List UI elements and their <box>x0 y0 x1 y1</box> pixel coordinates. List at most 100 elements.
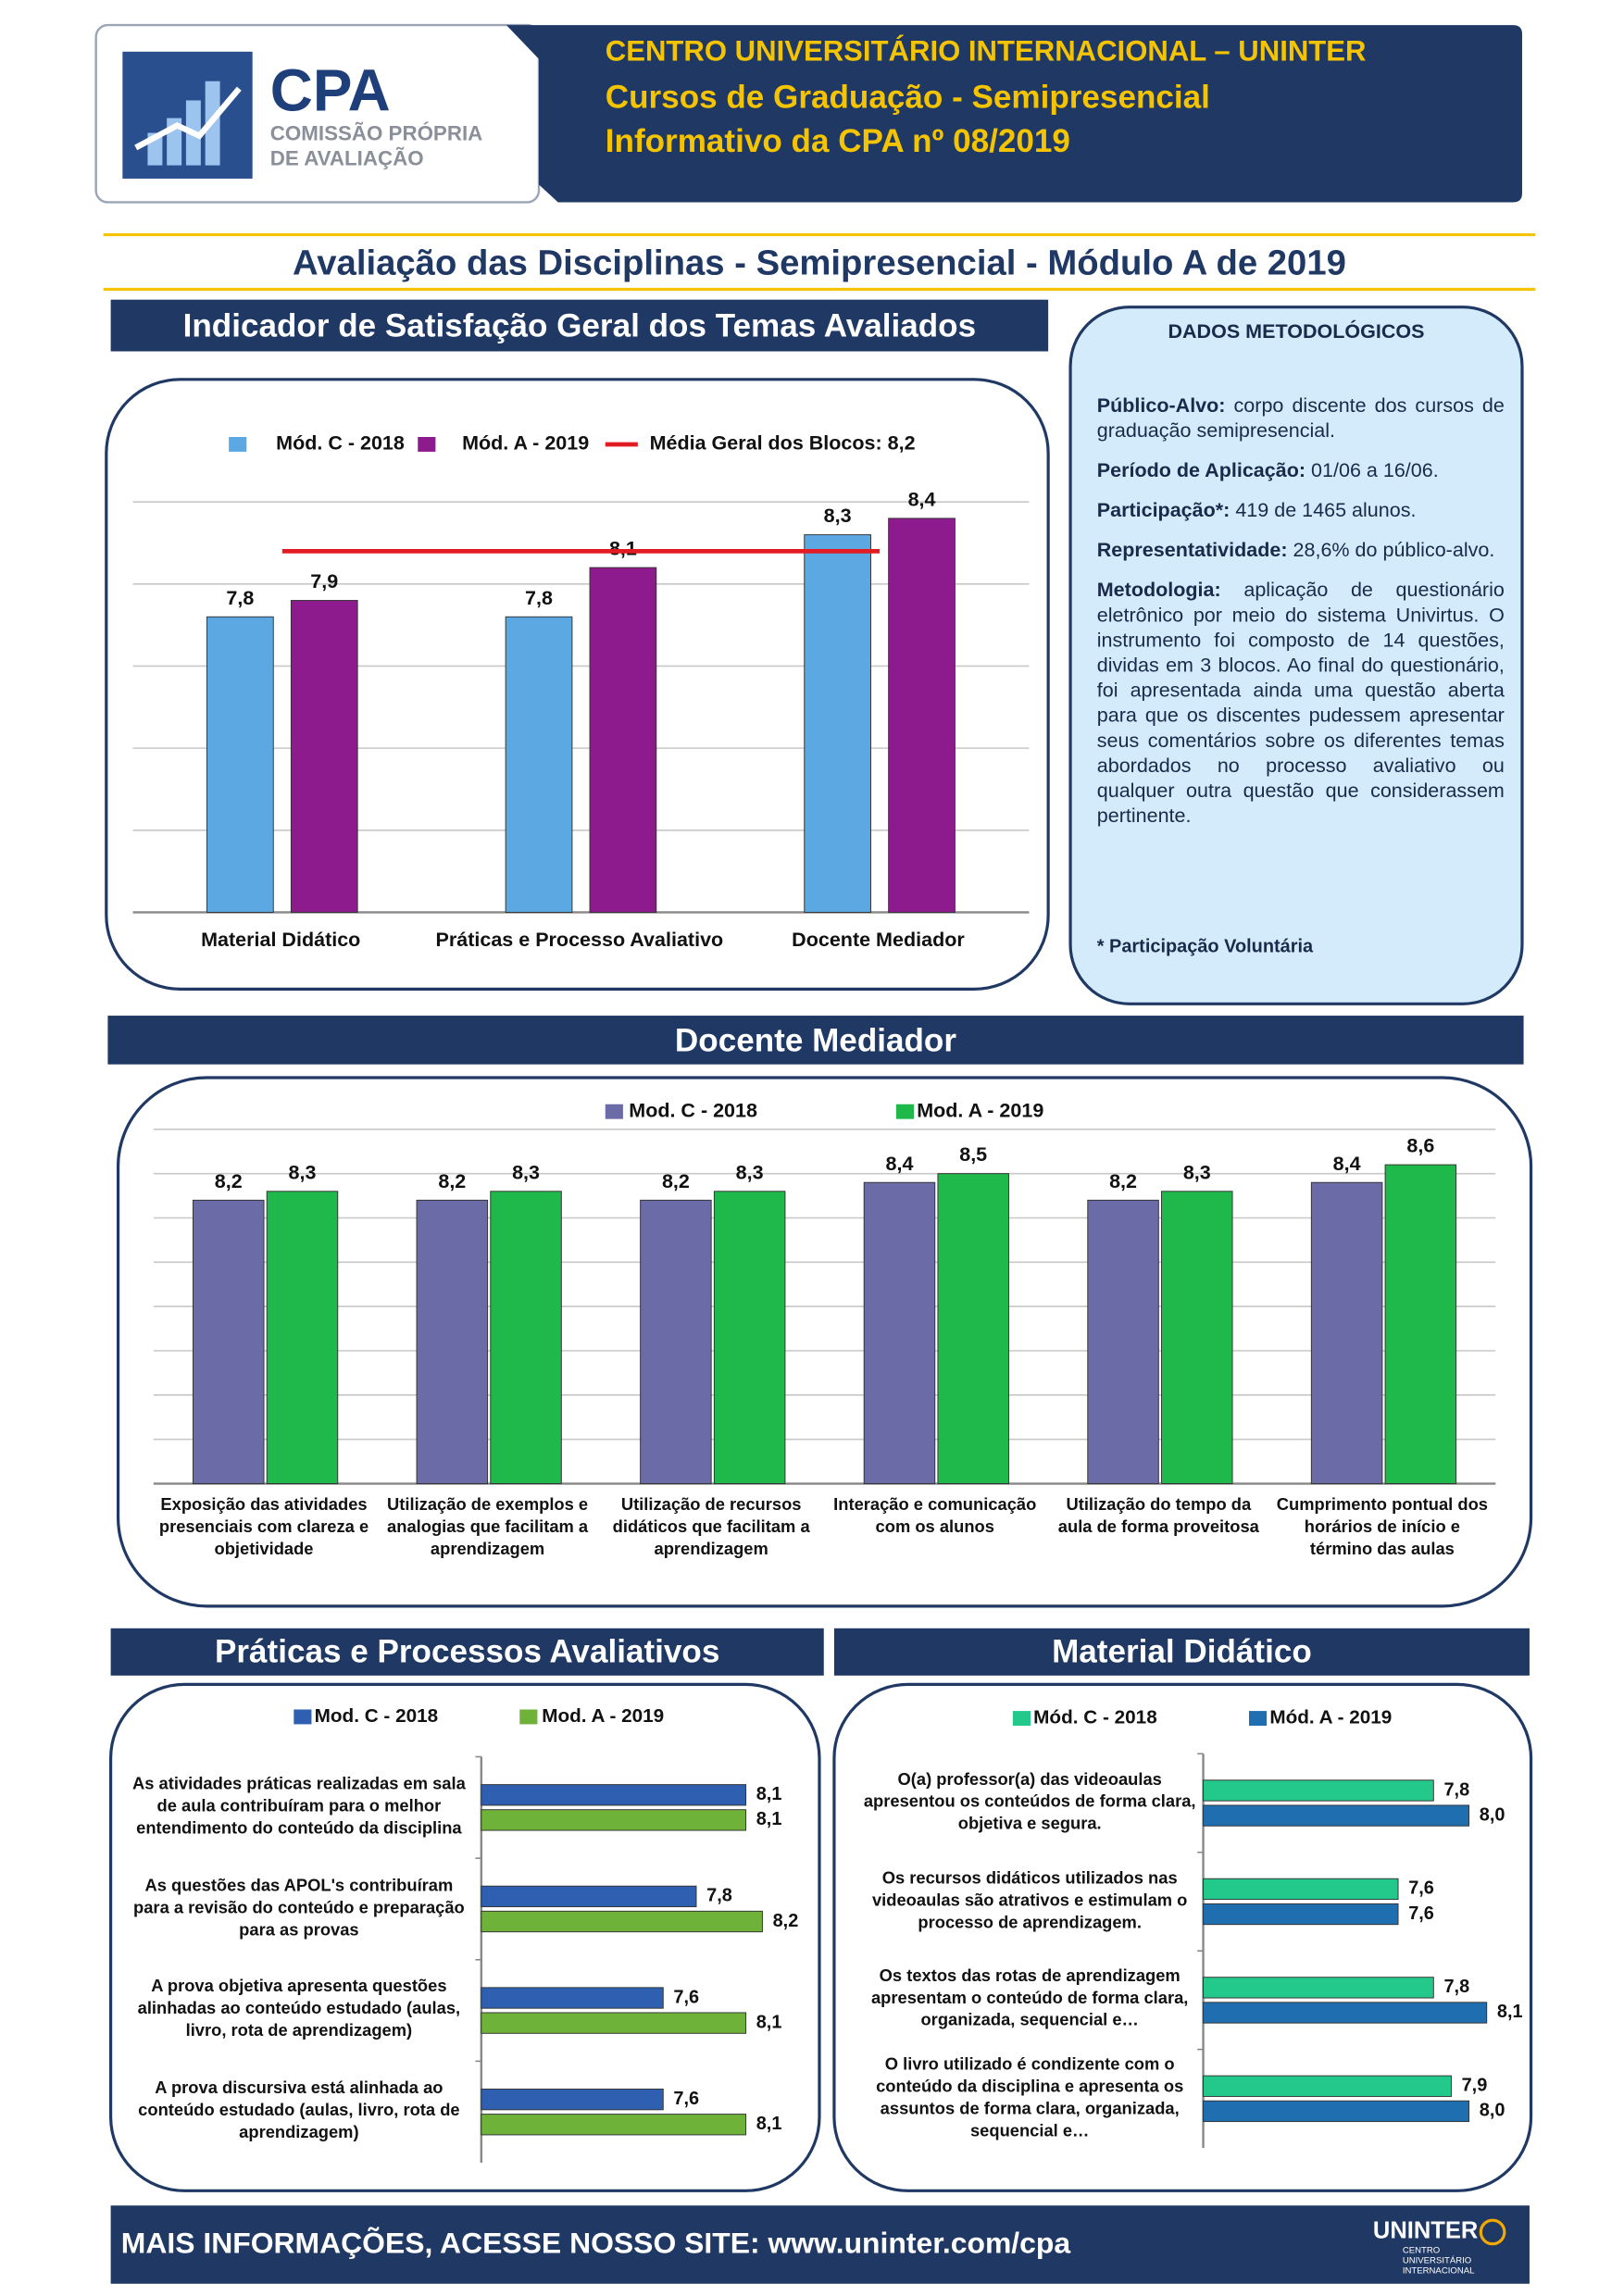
value-label: 7,8 <box>1443 1977 1469 1997</box>
bar <box>481 1987 664 2009</box>
bar <box>1203 1779 1434 1802</box>
x-tick-label: Cumprimento pontual dos horários de iníc… <box>1276 1496 1488 1559</box>
y-tick-label: As questões das APOL's contribuíram para… <box>133 1877 465 1940</box>
bar <box>713 1191 786 1485</box>
bar <box>589 567 657 913</box>
legend-label: Mód. C - 2018 <box>276 432 405 455</box>
item-label: Metodologia: <box>1096 579 1221 601</box>
bar <box>481 1910 763 1933</box>
value-label: 7,8 <box>706 1886 732 1906</box>
bar <box>1203 1977 1434 1999</box>
value-label: 8,1 <box>756 1784 782 1804</box>
legend-swatch <box>1012 1711 1031 1727</box>
y-tick-label: O livro utilizado é condizente com o con… <box>876 2055 1184 2140</box>
bar <box>193 1199 265 1485</box>
bar <box>804 534 871 913</box>
bar <box>490 1191 562 1485</box>
bar <box>416 1199 489 1485</box>
item-text: 419 de 1465 alunos. <box>1235 498 1417 521</box>
y-tick-label: O(a) professor(a) das videoaulas apresen… <box>863 1771 1196 1834</box>
value-label: 8,2 <box>662 1170 690 1192</box>
bar <box>481 1784 747 1806</box>
legend-label: Mód. C - 2018 <box>1033 1707 1157 1728</box>
methodology-note: * Participação Voluntária <box>1096 935 1314 957</box>
bar <box>1384 1164 1457 1485</box>
legend-label: Mod. A - 2019 <box>542 1705 664 1727</box>
value-label: 7,9 <box>310 570 338 593</box>
x-tick-label: Utilização de recursos didáticos que fac… <box>612 1496 810 1559</box>
value-label: 8,5 <box>959 1143 987 1166</box>
footer-brand-sub: CENTRO UNIVERSITÁRIO INTERNACIONAL <box>1402 2246 1475 2277</box>
item-label: Público-Alvo: <box>1096 393 1226 417</box>
logo-line: COMISSÃO PRÓPRIA <box>269 120 483 145</box>
value-label: 7,6 <box>673 2089 699 2109</box>
legend-label: Média Geral dos Blocos: 8,2 <box>650 432 916 455</box>
bar <box>266 1191 339 1485</box>
legend-swatch <box>895 1104 915 1119</box>
bar <box>1087 1199 1159 1485</box>
value-label: 8,1 <box>756 2012 782 2032</box>
methodology-heading: DADOS METODOLÓGICOS <box>1168 320 1425 343</box>
item-text: 28,6% do público-alvo. <box>1293 539 1495 561</box>
bar <box>505 616 573 913</box>
value-label: 8,6 <box>1406 1135 1434 1157</box>
x-tick-label: Utilização de exemplos e analogias que f… <box>387 1496 589 1559</box>
bar <box>888 518 956 913</box>
bar <box>1310 1181 1383 1485</box>
logo-arrow <box>134 86 242 151</box>
bar <box>1203 1804 1470 1827</box>
value-label: 8,3 <box>1183 1161 1211 1183</box>
bar <box>1203 2100 1470 2123</box>
value-label: 8,1 <box>756 1809 782 1829</box>
bar <box>1161 1191 1233 1485</box>
header-banner <box>506 25 1522 203</box>
value-label: 8,0 <box>1480 1804 1505 1825</box>
legend-label: Mód. A - 2019 <box>1269 1707 1392 1728</box>
value-label: 8,2 <box>1109 1170 1137 1192</box>
value-label: 8,4 <box>908 488 936 510</box>
value-label: 7,9 <box>1462 2076 1488 2096</box>
legend-swatch <box>229 436 247 452</box>
section-title: Material Didático <box>833 1628 1530 1676</box>
value-label: 8,2 <box>215 1170 243 1192</box>
x-tick-label: Docente Mediador <box>792 928 965 951</box>
x-tick-label: Exposição das atividades presenciais com… <box>158 1496 369 1559</box>
legend-label: Mod. A - 2019 <box>917 1099 1043 1121</box>
methodology-item: Público-Alvo: corpo discente dos cursos … <box>1097 393 1505 443</box>
value-label: 8,1 <box>1497 2002 1523 2022</box>
bar <box>1203 2075 1452 2097</box>
value-label: 8,2 <box>438 1170 466 1192</box>
y-tick-label: Os textos das rotas de aprendizagem apre… <box>870 1968 1189 2031</box>
section-title: Indicador de Satisfação Geral dos Temas … <box>110 299 1049 352</box>
bar <box>206 616 274 913</box>
y-tick-label: As atividades práticas realizadas em sal… <box>131 1776 466 1839</box>
item-label: Participação*: <box>1096 498 1230 521</box>
item-text: aplicação de questionário eletrônico por… <box>1096 579 1505 827</box>
bar <box>1203 2002 1488 2024</box>
value-label: 7,6 <box>673 1987 699 2007</box>
section-title: Docente Mediador <box>107 1016 1524 1065</box>
value-label: 8,2 <box>773 1911 799 1931</box>
bar <box>481 2089 664 2111</box>
legend-swatch <box>294 1709 312 1725</box>
value-label: 8,3 <box>736 1161 764 1183</box>
value-label: 7,8 <box>525 587 553 609</box>
footer-brand: UNINTER <box>1372 2218 1479 2244</box>
value-label: 7,8 <box>226 587 254 609</box>
bar <box>937 1173 1009 1485</box>
bar <box>1203 1903 1399 1926</box>
x-tick-label: Utilização do tempo da aula de forma pro… <box>1057 1496 1259 1537</box>
methodology: Público-Alvo: corpo discente dos cursos … <box>1097 393 1505 842</box>
page-title: Avaliação das Disciplinas - Semipresenci… <box>293 243 1346 284</box>
section-title: Práticas e Processos Avaliativos <box>110 1628 824 1676</box>
legend-label: Mód. A - 2019 <box>462 432 589 455</box>
methodology-item: Representatividade: 28,6% do público-alv… <box>1097 537 1505 562</box>
legend-swatch <box>519 1709 538 1725</box>
methodology-item: Período de Aplicação: 01/06 a 16/06. <box>1097 457 1505 482</box>
value-label: 8,3 <box>512 1161 540 1183</box>
bar <box>481 1809 747 1831</box>
methodology-item: Participação*: 419 de 1465 alunos. <box>1097 497 1505 522</box>
bar <box>481 2114 747 2136</box>
value-label: 8,1 <box>609 538 637 560</box>
